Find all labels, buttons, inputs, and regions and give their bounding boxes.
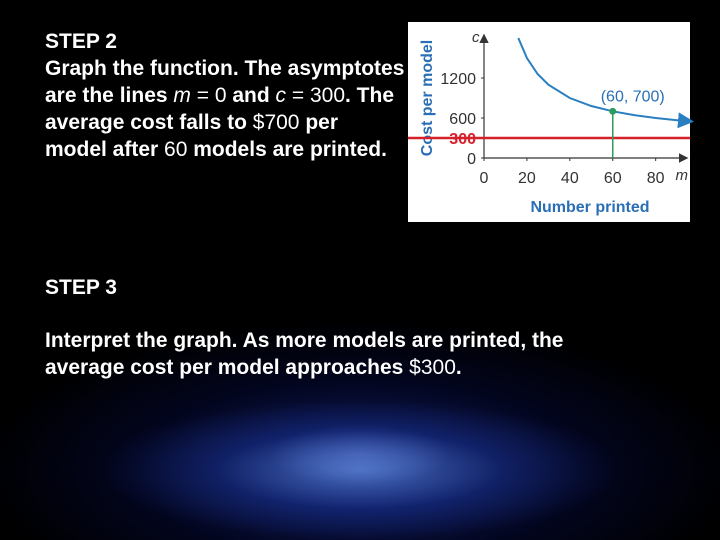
x-tick-label: 40 <box>561 170 579 187</box>
text-run: and <box>226 84 276 107</box>
y-tick-label: 600 <box>449 111 476 128</box>
text-run: = 0 <box>190 84 227 107</box>
point-marker <box>609 107 617 115</box>
step-heading: STEP 2 <box>45 30 117 53</box>
text-run: $300 <box>409 356 456 379</box>
step2-block: STEP 2 Graph the function. The asymptote… <box>45 28 405 163</box>
y-tick-label: 0 <box>467 151 476 168</box>
x-tick-label: 80 <box>647 170 665 187</box>
step-body: Graph the function. The asymptotes are t… <box>45 55 405 163</box>
text-run: per model after <box>45 111 338 161</box>
step-body: Interpret the graph. As more models are … <box>45 327 605 381</box>
x-tick-label: 60 <box>604 170 622 187</box>
text-run: Interpret the graph. As more models are … <box>45 329 564 379</box>
point-label: (60, 700) <box>601 88 665 105</box>
x-var-label: m <box>676 167 689 184</box>
text-run: $700 <box>252 111 300 134</box>
curve <box>517 37 694 129</box>
x-tick-label: 20 <box>518 170 536 187</box>
text-run: m <box>173 84 191 107</box>
y-tick-label: 300 <box>449 131 476 148</box>
text-run: Graph the function. The asymptotes are t… <box>45 57 405 107</box>
x-axis-label: Number printed <box>530 199 649 216</box>
y-var-label: c <box>472 29 480 46</box>
text-run: c <box>275 84 287 107</box>
chart-panel <box>408 22 690 222</box>
text-run: 60 <box>164 138 188 161</box>
text-run: = 300 <box>286 84 346 107</box>
text-run: models are printed. <box>187 138 387 161</box>
text-run: . <box>455 356 462 379</box>
x-tick-label: 0 <box>480 170 489 187</box>
step-heading: STEP 3 <box>45 276 117 299</box>
y-axis-label: Cost per model <box>419 40 436 156</box>
y-tick-label: 1200 <box>440 71 476 88</box>
text-run: . The average cost falls to <box>45 84 395 134</box>
